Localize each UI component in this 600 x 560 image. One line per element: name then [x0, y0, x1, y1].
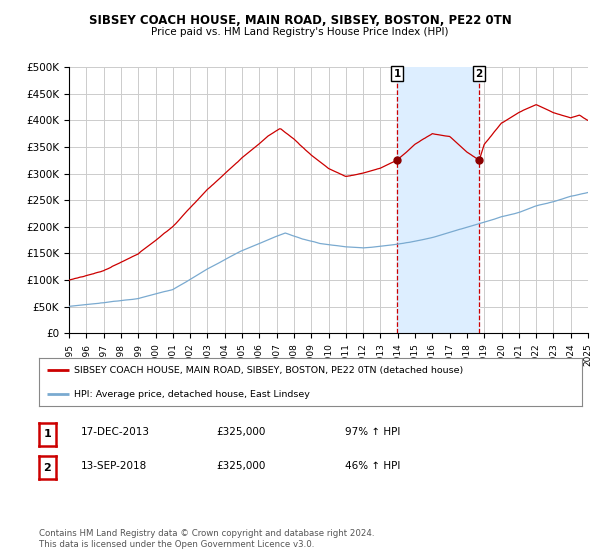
Text: 17-DEC-2013: 17-DEC-2013: [81, 427, 150, 437]
Text: 2: 2: [476, 68, 483, 78]
Text: Contains HM Land Registry data © Crown copyright and database right 2024.
This d: Contains HM Land Registry data © Crown c…: [39, 529, 374, 549]
Text: £325,000: £325,000: [216, 461, 265, 471]
Text: 1: 1: [44, 429, 51, 439]
Text: 97% ↑ HPI: 97% ↑ HPI: [345, 427, 400, 437]
Text: 1: 1: [394, 68, 401, 78]
Text: £325,000: £325,000: [216, 427, 265, 437]
Text: SIBSEY COACH HOUSE, MAIN ROAD, SIBSEY, BOSTON, PE22 0TN: SIBSEY COACH HOUSE, MAIN ROAD, SIBSEY, B…: [89, 14, 511, 27]
Text: 13-SEP-2018: 13-SEP-2018: [81, 461, 147, 471]
Text: 46% ↑ HPI: 46% ↑ HPI: [345, 461, 400, 471]
Bar: [397, 67, 479, 333]
Text: HPI: Average price, detached house, East Lindsey: HPI: Average price, detached house, East…: [74, 390, 310, 399]
Text: Price paid vs. HM Land Registry's House Price Index (HPI): Price paid vs. HM Land Registry's House …: [151, 27, 449, 37]
Text: 2: 2: [44, 463, 51, 473]
Text: SIBSEY COACH HOUSE, MAIN ROAD, SIBSEY, BOSTON, PE22 0TN (detached house): SIBSEY COACH HOUSE, MAIN ROAD, SIBSEY, B…: [74, 366, 464, 375]
